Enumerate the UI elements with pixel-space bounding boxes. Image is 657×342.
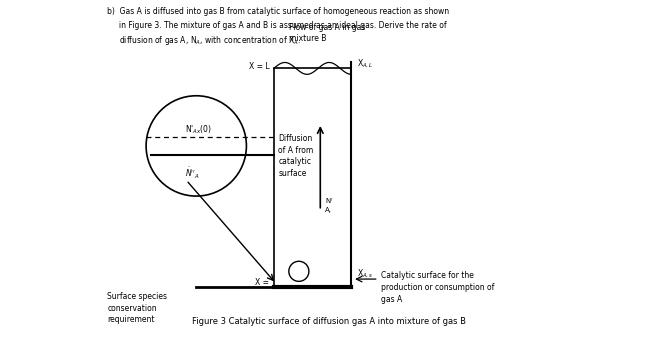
Text: Diffusion
of A from
catalytic
surface: Diffusion of A from catalytic surface xyxy=(279,134,313,178)
Circle shape xyxy=(146,96,246,196)
Text: b)  Gas A is diffused into gas B from catalytic surface of homogeneous reaction : b) Gas A is diffused into gas B from cat… xyxy=(107,7,449,16)
Text: Surface species
conservation
requirement: Surface species conservation requirement xyxy=(107,292,168,325)
Text: Catalytic surface for the
production or consumption of
gas A: Catalytic surface for the production or … xyxy=(381,271,494,304)
Text: N$'$
A,: N$'$ A, xyxy=(325,196,334,213)
Text: X$_{A,L}$: X$_{A,L}$ xyxy=(357,58,373,70)
Text: X$_{A,s}$: X$_{A,s}$ xyxy=(357,267,373,280)
Text: Figure 3 Catalytic surface of diffusion gas A into mixture of gas B: Figure 3 Catalytic surface of diffusion … xyxy=(191,317,466,326)
Text: $\dot{N}$$''_A$: $\dot{N}$$''_A$ xyxy=(185,166,199,181)
Text: diffusion of gas A, N$_A$, with concentration of X$_A$.: diffusion of gas A, N$_A$, with concentr… xyxy=(107,34,302,47)
Circle shape xyxy=(289,261,309,281)
Text: N$'_{Ax}$(0): N$'_{Ax}$(0) xyxy=(185,124,212,136)
Text: Flow of gas A in gas
mixture B: Flow of gas A in gas mixture B xyxy=(289,23,366,43)
Text: in Figure 3. The mixture of gas A and B is assumed as an ideal gas. Derive the r: in Figure 3. The mixture of gas A and B … xyxy=(107,21,447,29)
Text: X =: X = xyxy=(255,278,269,287)
Text: X = L: X = L xyxy=(248,62,269,70)
Bar xyxy=(274,68,351,287)
